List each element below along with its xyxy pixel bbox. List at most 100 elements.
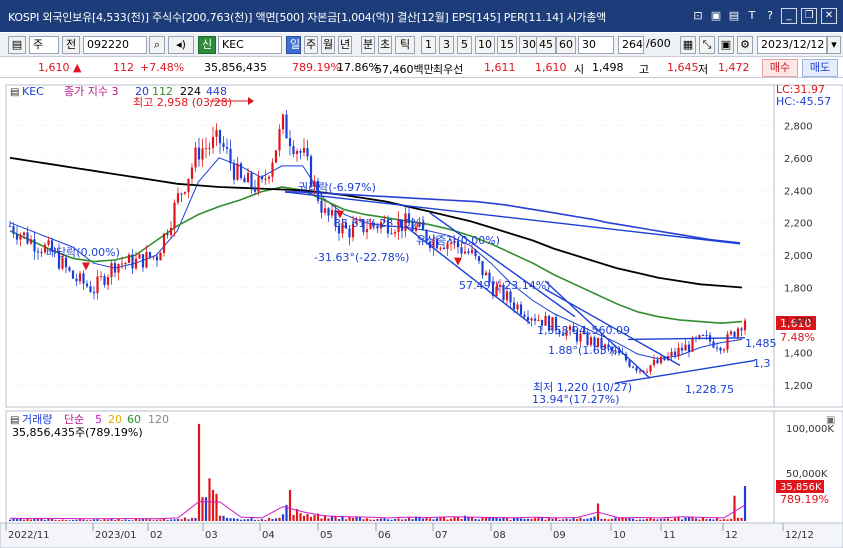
candle-body <box>533 318 537 321</box>
candle-body <box>502 284 505 301</box>
line-tool-icon[interactable]: ⤡ <box>699 36 715 54</box>
save-icon[interactable]: ▣ <box>710 9 722 22</box>
volume-bar <box>628 517 631 521</box>
candle-body <box>330 210 334 216</box>
text-icon[interactable]: T <box>748 9 756 22</box>
candle-body <box>141 254 145 268</box>
sin-button[interactable]: 신 <box>198 36 216 54</box>
period-week-button[interactable]: 주 <box>304 36 318 54</box>
volume-bar <box>120 520 124 521</box>
candle-body <box>103 276 106 285</box>
pane-collapse-icon[interactable]: ▣ <box>826 415 835 426</box>
volume-pane[interactable] <box>5 410 775 524</box>
code-input[interactable]: 092220 <box>83 36 147 54</box>
config-icon[interactable]: ⚙ <box>737 36 753 54</box>
interval-1-button[interactable]: 1 <box>421 36 436 54</box>
volume-bar <box>295 509 299 521</box>
volume-bar <box>320 518 323 521</box>
interval-45-button[interactable]: 45 <box>536 36 556 54</box>
interval-select[interactable]: 30 <box>578 36 614 54</box>
candle-body <box>460 247 463 254</box>
volume-bar <box>155 519 159 521</box>
period-type-select[interactable]: 주 <box>29 36 59 54</box>
date-input[interactable]: 2023/12/12 <box>757 36 827 54</box>
candle-body <box>152 256 155 258</box>
volume-menu-icon[interactable]: ▤ <box>10 415 19 426</box>
period-month-button[interactable]: 월 <box>321 36 335 54</box>
candle-body <box>365 229 369 233</box>
window-icon[interactable]: ⊡ <box>693 9 703 22</box>
volume-bar <box>292 514 295 521</box>
sell-button[interactable]: 매도 <box>802 59 838 77</box>
settings-icon[interactable]: ▦ <box>680 36 696 54</box>
interval-3-button[interactable]: 3 <box>439 36 454 54</box>
chart-area[interactable]: ▤ KEC 종가 지수 3 20 112 224 448 LC:31.97 HC… <box>0 79 843 548</box>
candle-body <box>131 254 134 269</box>
volume-bar <box>12 518 15 521</box>
save-chart-icon[interactable]: ▣ <box>718 36 734 54</box>
interval-10-button[interactable]: 10 <box>475 36 495 54</box>
volume-bar <box>190 517 194 521</box>
volume-bar <box>271 518 274 521</box>
help-icon[interactable]: ? <box>767 9 773 22</box>
speaker-icon[interactable]: ◂) <box>168 36 194 54</box>
period-year-button[interactable]: 년 <box>338 36 352 54</box>
volume-bar <box>194 518 197 521</box>
chart-menu-icon[interactable]: ▤ <box>10 87 19 98</box>
date-tick-label: 05 <box>320 530 333 541</box>
date-tick-label: 08 <box>493 530 506 541</box>
magnifier-icon[interactable]: ⌕ <box>149 36 165 54</box>
candle-body <box>341 222 344 234</box>
candle-body <box>677 347 680 356</box>
count-input[interactable]: 264 <box>618 36 644 54</box>
candle-body <box>453 240 456 243</box>
candle-body <box>271 162 274 177</box>
candle-body <box>435 238 439 249</box>
volume-bar <box>463 515 467 521</box>
candle-body <box>208 147 211 149</box>
close-icon[interactable]: ✕ <box>821 8 837 24</box>
volume-bar <box>355 517 358 521</box>
image-icon[interactable]: ▤ <box>728 9 740 22</box>
volume-bar <box>411 519 414 521</box>
volume-bar <box>407 517 411 521</box>
candle-body <box>316 180 320 201</box>
volume-bar <box>638 519 642 521</box>
candle-body <box>652 359 656 366</box>
period-tick-button[interactable]: 틱 <box>395 36 415 54</box>
volume-bar <box>474 518 477 521</box>
volume-bar <box>250 518 253 521</box>
candle-body <box>642 370 645 372</box>
interval-60-button[interactable]: 60 <box>556 36 576 54</box>
candle-body <box>110 263 113 278</box>
candle-body <box>547 315 551 331</box>
volume-bar <box>603 518 607 521</box>
minimize-icon[interactable]: _ <box>781 8 797 24</box>
volume-bar <box>15 519 19 521</box>
buy-button[interactable]: 매수 <box>762 59 798 77</box>
interval-15-button[interactable]: 15 <box>497 36 517 54</box>
period-second-button[interactable]: 초 <box>378 36 392 54</box>
trendline <box>544 280 651 379</box>
menu-icon[interactable]: ▤ <box>8 36 26 54</box>
candle-body <box>670 351 673 356</box>
period-minute-button[interactable]: 분 <box>361 36 375 54</box>
volume-bar <box>488 517 491 521</box>
price-legend-label: 종가 지수 3 <box>64 85 118 98</box>
candle-body <box>253 187 257 192</box>
volume-bar <box>180 519 183 521</box>
calendar-dropdown-icon[interactable]: ▾ <box>827 36 841 54</box>
volume-bar <box>306 514 309 521</box>
jeon-button[interactable]: 전 <box>62 36 80 54</box>
quote-row: 1,610 ▲ 112 +7.48% 35,856,435 789.19% 17… <box>0 58 843 78</box>
volume-bar <box>456 517 460 521</box>
price-tick-label: 2,400 <box>784 186 813 197</box>
volume-legend-label: 거래량 <box>22 413 52 426</box>
volume-bar <box>582 519 586 521</box>
interval-5-button[interactable]: 5 <box>457 36 472 54</box>
restore-icon[interactable]: ❐ <box>801 8 817 24</box>
candle-body <box>43 244 47 253</box>
grid <box>6 124 774 386</box>
period-day-button[interactable]: 일 <box>286 36 301 54</box>
volume-bar <box>113 519 117 521</box>
